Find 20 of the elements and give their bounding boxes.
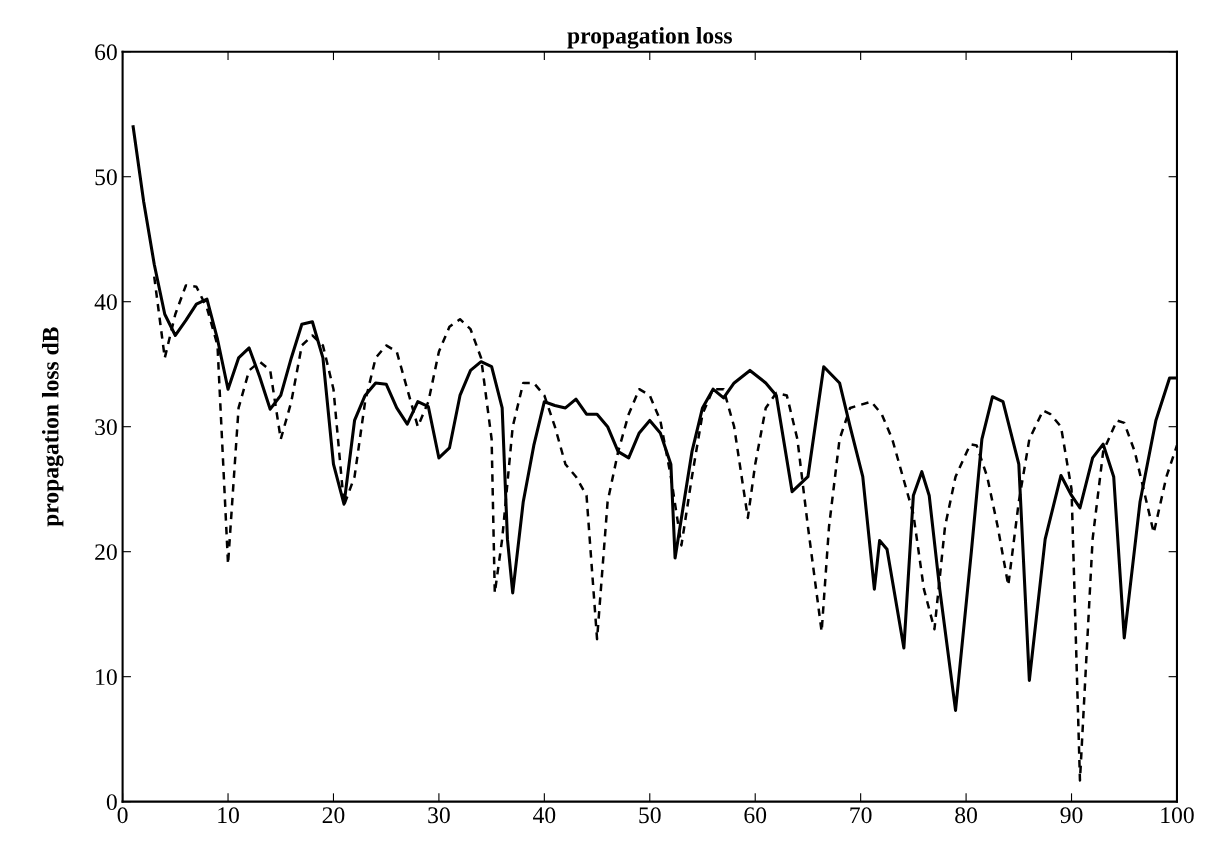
y-tick-label: 50 [95,169,117,186]
chart-title: propagation loss [567,27,732,49]
x-tick-label: 80 [955,807,977,824]
y-tick-label: 10 [96,669,117,686]
y-tick-label: 40 [94,294,117,311]
x-tick-label: 20 [322,807,345,824]
x-tick-label: 60 [744,807,767,824]
x-tick-label: 50 [639,807,661,824]
y-tick-label: 30 [95,419,117,436]
y-tick-label: 0 [106,794,117,811]
x-tick-label: 0 [117,807,128,824]
y-axis-title: propagation loss dB [41,327,64,527]
x-tick-label: 70 [850,807,872,824]
x-tick-label: 90 [1060,807,1083,824]
x-tick-label: 30 [428,807,450,824]
x-tick-label: 10 [218,807,239,824]
y-tick-label: 20 [95,544,117,561]
y-tick-label: 60 [95,44,117,61]
x-tick-label: 100 [1161,807,1194,824]
x-tick-label: 40 [533,807,556,824]
